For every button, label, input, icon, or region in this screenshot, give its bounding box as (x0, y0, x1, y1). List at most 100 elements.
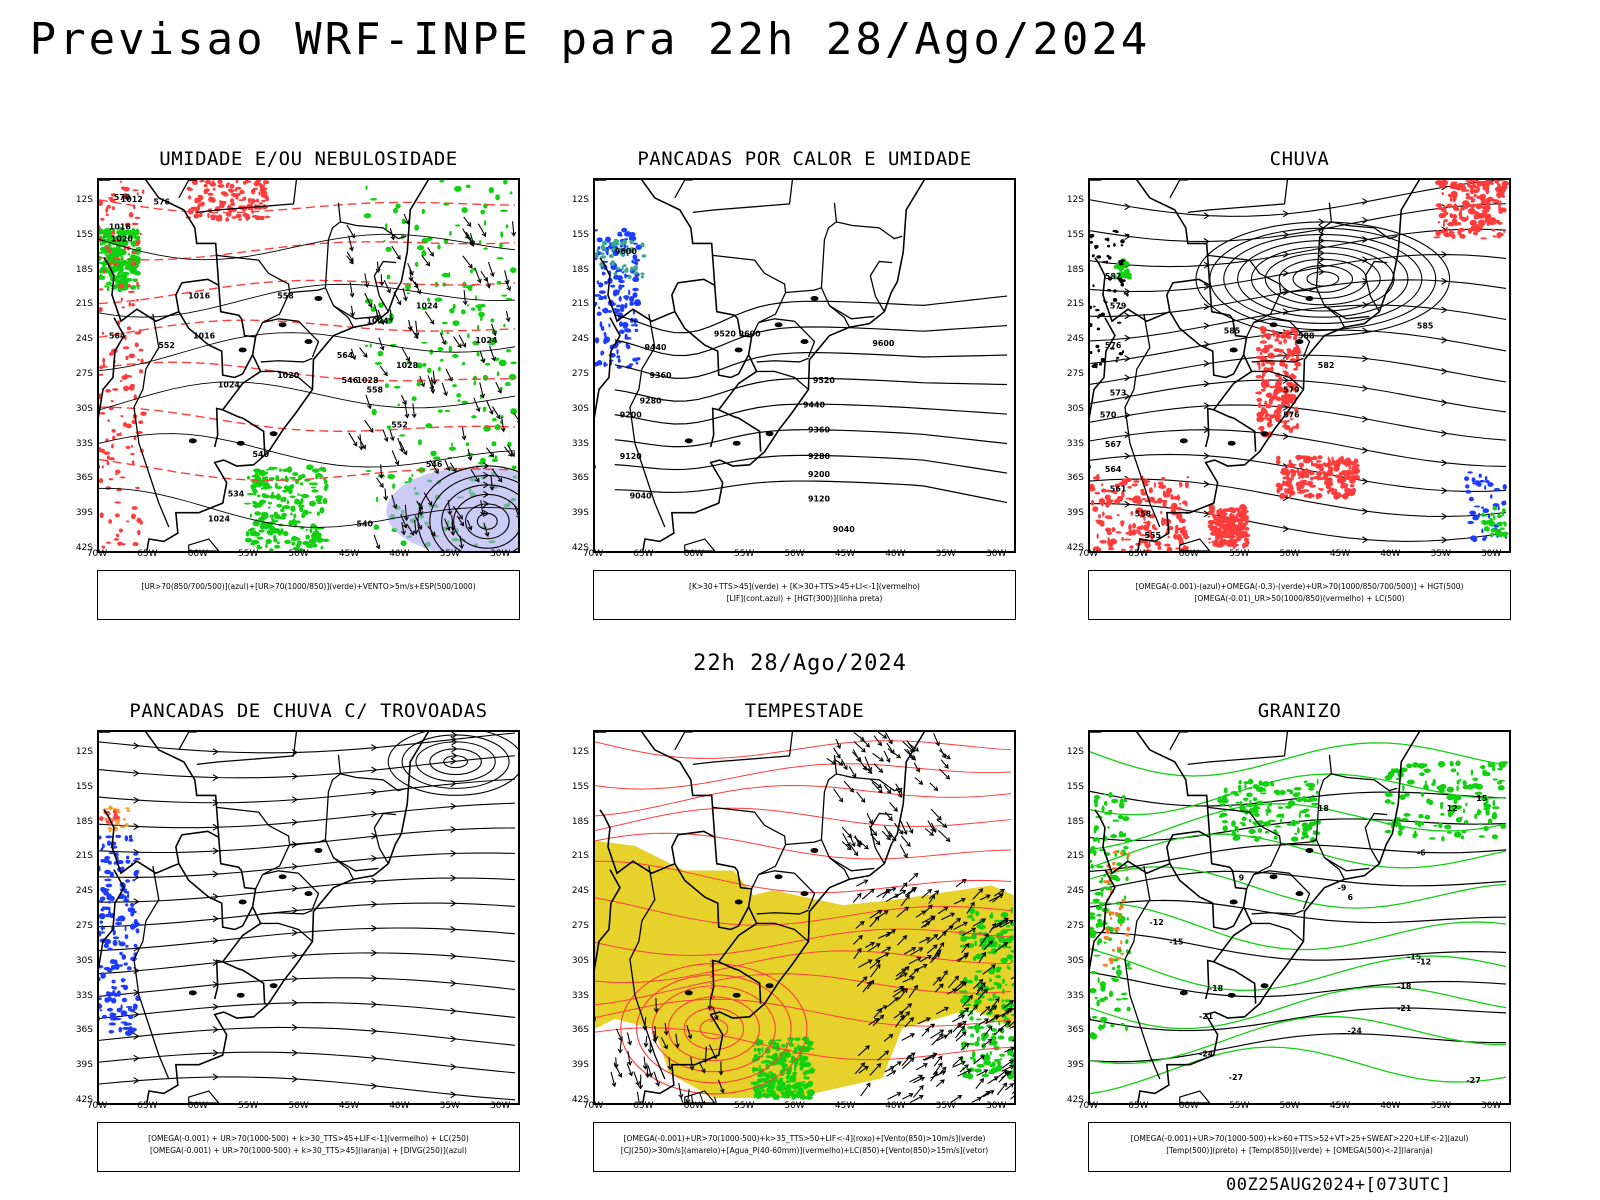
wind-arrow (687, 1034, 693, 1040)
contour-label: 9600 (739, 329, 762, 338)
field-cell (1302, 468, 1311, 476)
field-cell (1102, 963, 1109, 967)
field-cell (1238, 779, 1242, 785)
field-cell (1441, 192, 1444, 196)
wind-arrow (700, 1068, 706, 1074)
field-cell (1290, 836, 1299, 842)
east-coastline (146, 180, 430, 551)
field-cell (411, 396, 417, 402)
field-cell (1113, 264, 1119, 270)
field-cell (1399, 794, 1406, 800)
field-cell (1219, 803, 1226, 807)
field-cell (976, 993, 982, 996)
field-cell (120, 297, 123, 302)
field-cell (105, 245, 109, 250)
field-cell (1314, 456, 1317, 460)
field-cell (1112, 978, 1120, 983)
field-cell (313, 543, 318, 546)
field-cell (1109, 911, 1115, 915)
field-cell (1399, 767, 1408, 773)
field-cell (126, 520, 130, 523)
border-line (836, 773, 903, 792)
field-cell (1278, 375, 1282, 382)
field-cell (118, 964, 123, 967)
field-cell (1144, 544, 1152, 547)
field-cell (973, 1024, 981, 1031)
field-cell (1419, 772, 1425, 777)
field-cell (365, 185, 368, 190)
wind-arrow (960, 897, 966, 903)
field-cell (124, 222, 131, 228)
contour-line (595, 973, 1012, 1006)
map-panel-pancadas-calor[interactable]: 9600 9520 9440 9360 9280 9200 9120 9040 9600 9520… (593, 178, 1016, 553)
field-cell (611, 241, 617, 247)
wind-arrow (379, 319, 385, 326)
wind-arrow (611, 1082, 617, 1088)
field-cell (1303, 798, 1307, 803)
field-cell (1315, 493, 1320, 500)
field-cell (1283, 419, 1288, 426)
field-cell (1268, 819, 1276, 823)
map-panel-umidade[interactable]: 1012 1016 1020 1016 1016 1020 1024 1024 1028 1024… (97, 178, 520, 553)
field-cell (1438, 822, 1443, 829)
field-cell (1398, 825, 1405, 831)
field-cell (959, 944, 967, 948)
field-cell (632, 287, 639, 292)
field-cell (116, 1007, 122, 1013)
field-cell (1300, 836, 1305, 840)
field-cell (1266, 345, 1270, 352)
field-cell (1496, 232, 1504, 237)
wind-arrow (643, 1042, 649, 1048)
field-cell (1259, 352, 1263, 356)
map-panel-granizo[interactable]: -6 -9 -12 -15 -18 -21 -24 -27 -12 -15 -18 -21 -24 -27… (1088, 730, 1511, 1105)
lake-mark (1260, 431, 1269, 437)
flow-arrow (450, 850, 457, 857)
wind-arrow (869, 979, 875, 985)
field-cell (105, 858, 110, 862)
field-cell (1278, 340, 1283, 345)
map-panel-tempestade[interactable] (593, 730, 1016, 1105)
field-cell (449, 308, 455, 314)
wind-arrow (902, 882, 908, 888)
contour-line (595, 785, 1012, 817)
wind-arrow (923, 1063, 928, 1068)
field-cell (1121, 536, 1124, 541)
field-cell (1121, 992, 1125, 996)
flow-arrow (450, 1063, 457, 1071)
field-cell (777, 1081, 783, 1085)
field-cell (1498, 185, 1503, 190)
wind-arrow (910, 1033, 915, 1038)
field-cell (457, 399, 461, 403)
field-cell (1150, 536, 1154, 542)
longitude-tick-label: 65W (633, 1101, 654, 1111)
field-cell (110, 997, 117, 1004)
flow-arrow (1124, 431, 1131, 439)
field-cell (265, 543, 268, 549)
field-cell (256, 546, 263, 550)
field-cell (966, 915, 974, 919)
wind-arrow (404, 413, 410, 419)
field-cell (995, 966, 1001, 973)
field-cell (105, 213, 109, 217)
field-cell (975, 970, 983, 973)
contour-line (1090, 971, 1507, 998)
field-cell (1497, 505, 1500, 511)
wind-arrow (875, 840, 881, 846)
field-cell (1496, 521, 1504, 526)
field-cell (1437, 221, 1440, 224)
contour-line (1090, 1007, 1507, 1032)
field-cell (284, 539, 292, 545)
field-cell (1095, 473, 1100, 481)
contour-line (1090, 948, 1507, 991)
field-cell (118, 229, 122, 237)
streamline (1090, 254, 1507, 293)
field-cell (1261, 334, 1265, 339)
field-cell (1406, 779, 1415, 785)
latitude-tick-label: 12S (1066, 747, 1084, 757)
map-panel-trovoadas[interactable] (97, 730, 520, 1105)
map-panel-chuva[interactable]: 585 582 579 576 573 570 567 564 561 558 555 588 585 5… (1088, 178, 1511, 553)
field-cell (266, 529, 275, 536)
field-cell (1121, 350, 1125, 354)
field-cell (494, 357, 500, 361)
field-cell (972, 956, 977, 962)
